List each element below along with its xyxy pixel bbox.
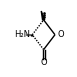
Text: O: O	[40, 58, 47, 67]
Text: H₂N: H₂N	[14, 30, 30, 39]
Text: O: O	[57, 30, 64, 39]
Polygon shape	[41, 11, 45, 20]
